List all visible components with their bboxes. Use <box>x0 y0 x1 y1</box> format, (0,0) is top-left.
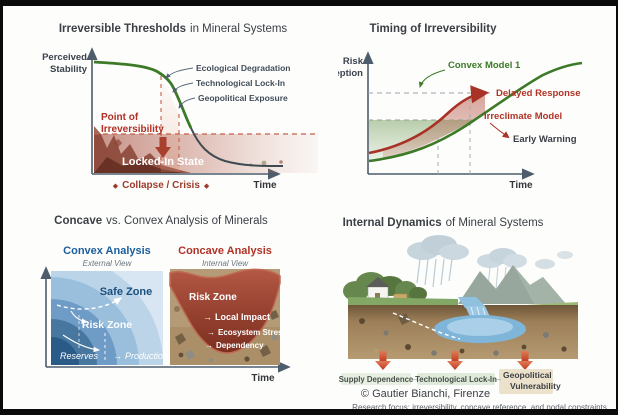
connector-arrow-icon <box>489 122 510 139</box>
y-axis-label-line1: Perceived <box>42 52 87 63</box>
grass-left <box>348 297 458 307</box>
production-label: → Production <box>113 351 168 361</box>
y-axis-label-line2: Perception <box>338 68 363 79</box>
house-icon <box>366 277 390 301</box>
concave-analysis-heading: Concave Analysis <box>178 245 272 257</box>
connector-arrow-icon <box>178 97 196 109</box>
panel3-title: Concave vs. Convex Analysis of Minerals <box>54 215 268 227</box>
concave-convex-chart: Concave vs. Convex Analysis of Minerals C… <box>40 215 291 384</box>
annotation-geopolitical: Geopolitical Exposure <box>198 93 288 103</box>
flow-label-bg <box>417 373 495 385</box>
panel2-title: Timing of Irreversibility <box>370 23 498 35</box>
stability-curve-tail <box>190 127 284 167</box>
flow-label-bg <box>341 373 411 385</box>
timing-chart: Timing of Irreversibility Risk Perceptio… <box>314 23 583 191</box>
right-arrow-icon: → <box>113 351 122 361</box>
separator-dash: — <box>410 375 418 384</box>
connector-arrow-icon <box>418 69 446 88</box>
collapse-debris-dark <box>94 157 183 173</box>
locked-in-state-label: Locked-In State <box>122 156 204 168</box>
delayed-response-label: Delayed Response <box>496 88 580 99</box>
y-axis-label-line2: Stability <box>50 64 88 75</box>
concave-analysis-diagram: Risk Zone → Local Impact → Ecosystem Stres… <box>169 268 287 365</box>
y-axis-label-line1: Risk <box>343 56 364 67</box>
diamond-icon <box>113 138 123 148</box>
local-impact-label: → Local Impact <box>203 312 270 322</box>
panel-concave-convex: Concave vs. Convex Analysis of Minerals C… <box>33 209 333 409</box>
down-arrow-icon <box>155 137 171 158</box>
pebble-icon <box>261 160 267 166</box>
diamond-icon: ◆ <box>204 183 210 190</box>
annotation-connectors <box>165 67 196 109</box>
irreversible-thresholds-chart: Irreversible Thresholds in Mineral System… <box>42 23 319 191</box>
supply-dependence-label: Supply Dependence <box>339 375 414 384</box>
cloud-icon <box>535 259 555 269</box>
mountain-highlight <box>513 265 566 304</box>
early-warning-label: Early Warning <box>513 134 577 145</box>
rain-cloud-icon <box>477 248 527 290</box>
point-of-irreversibility-line2: Irreversibility <box>101 124 164 135</box>
annotation-ecological: Ecological Degradation <box>196 63 290 73</box>
convex-analysis-diagram: Safe Zone Risk Zone Reserves → Production <box>51 271 168 365</box>
down-arrow-icon <box>375 351 391 370</box>
pebble-icon <box>279 160 283 164</box>
rain-cloud-icon <box>407 235 469 288</box>
collapse-crisis-label: ◆ Collapse / Crisis ◆ <box>113 180 210 191</box>
internal-view-subheading: Internal View <box>202 259 249 268</box>
connector-arrow-icon <box>172 82 194 93</box>
panel1-title: Irreversible Thresholds in Mineral System… <box>59 23 288 35</box>
risk-zone-label: Risk Zone <box>82 319 132 331</box>
river <box>458 297 485 308</box>
point-of-irreversibility-line1: Point of <box>101 112 139 123</box>
down-arrow-icon <box>517 351 533 370</box>
concave-pit <box>169 268 281 354</box>
x-axis-label: Time <box>509 180 533 191</box>
annotation-technological: Technological Lock-In <box>196 78 285 88</box>
diamond-icon: ◆ <box>113 183 119 190</box>
right-arrow-icon: → <box>207 328 215 337</box>
irreclimate-model-label: Irreclimate Model <box>484 111 562 122</box>
geopolitical-vulnerability-line1: Geopolitical <box>503 370 552 380</box>
connector-arrow-icon <box>165 67 194 79</box>
internal-dynamics-illustration: Internal Dynamics of Mineral Systems <box>339 217 578 394</box>
down-arrow-icon <box>447 351 463 370</box>
convex-model-label: Convex Model 1 <box>448 60 521 71</box>
panel4-title: Internal Dynamics of Mineral Systems <box>343 217 544 229</box>
panel-internal-dynamics: Internal Dynamics of Mineral Systems <box>338 209 588 409</box>
x-axis-label: Time <box>251 373 275 384</box>
fault-dashed-line <box>392 312 461 340</box>
technological-lockin-label: Technological Lock-In <box>415 375 497 384</box>
safe-zone-label: Safe Zone <box>100 286 153 298</box>
risk-zone-label: Risk Zone <box>189 292 237 303</box>
stability-curve-green <box>93 60 193 129</box>
ecosystem-stress-label: → Ecosystem Stress <box>207 328 287 337</box>
dependency-label: → Dependency <box>205 341 264 350</box>
research-focus-line: Research focus: irreversibility, concave… <box>352 403 607 412</box>
right-arrow-icon: → <box>203 312 212 322</box>
reserves-label: Reserves <box>60 351 99 361</box>
external-view-subheading: External View <box>83 259 133 268</box>
convex-analysis-heading: Convex Analysis <box>63 245 151 257</box>
delayed-response-curve <box>368 85 490 155</box>
reserves-flow-arrow-icon <box>62 334 101 353</box>
copyright-line: © Gautier Bianchi, Firenze <box>360 388 491 400</box>
basin-water-highlight <box>447 318 513 336</box>
convex-model-curve <box>368 61 583 163</box>
panel-timing-irreversibility: Timing of Irreversibility Risk Perceptio… <box>314 14 588 206</box>
flow-label-bg <box>499 369 553 394</box>
risk-zone-arrow-icon <box>70 310 89 324</box>
geopolitical-vulnerability-line2: Vulnerability <box>510 381 561 391</box>
separator-dash: — <box>493 375 501 384</box>
right-arrow-icon: → <box>205 341 213 350</box>
collapse-debris-silhouette <box>94 126 191 173</box>
cloud-icon <box>557 251 573 259</box>
x-axis-label: Time <box>253 180 277 191</box>
panel-irreversible-thresholds: Irreversible Thresholds in Mineral System… <box>33 14 323 206</box>
landscape-scene <box>343 235 578 359</box>
